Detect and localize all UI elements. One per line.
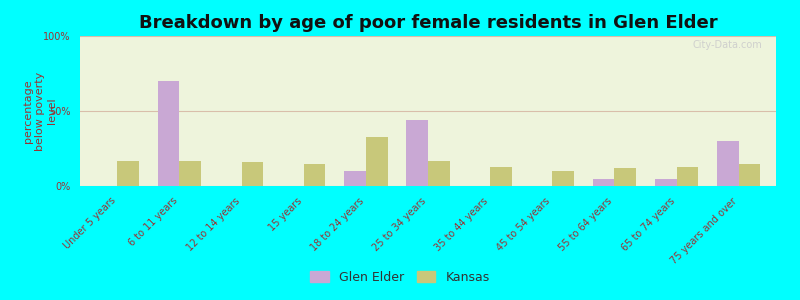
Bar: [655, 178, 677, 186]
Y-axis label: percentage
below poverty
level: percentage below poverty level: [23, 71, 57, 151]
Bar: [428, 160, 450, 186]
Bar: [179, 160, 201, 186]
Bar: [242, 162, 263, 186]
Bar: [158, 81, 179, 186]
Bar: [738, 164, 761, 186]
Bar: [552, 171, 574, 186]
Legend: Glen Elder, Kansas: Glen Elder, Kansas: [306, 267, 494, 288]
Bar: [490, 167, 512, 186]
Bar: [366, 136, 388, 186]
Bar: [593, 178, 614, 186]
Bar: [406, 120, 428, 186]
Text: City-Data.com: City-Data.com: [692, 40, 762, 50]
Title: Breakdown by age of poor female residents in Glen Elder: Breakdown by age of poor female resident…: [138, 14, 718, 32]
Bar: [304, 164, 326, 186]
Bar: [118, 160, 139, 186]
Bar: [717, 141, 738, 186]
Bar: [677, 167, 698, 186]
Bar: [614, 168, 636, 186]
Bar: [344, 171, 366, 186]
